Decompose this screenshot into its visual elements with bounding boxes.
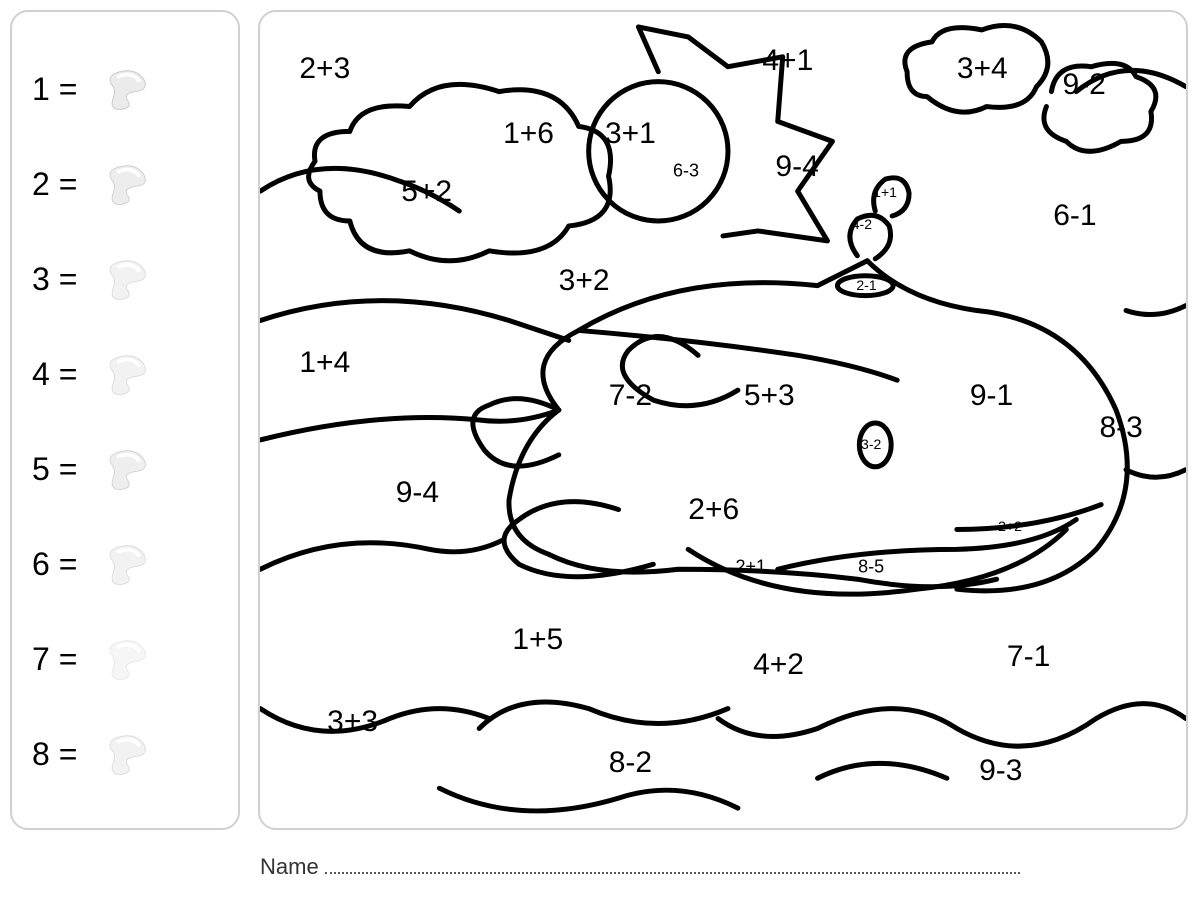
paint-swirl-icon: [102, 632, 157, 687]
math-equation-label: 2-1: [856, 277, 876, 293]
math-equation-label: 1+6: [503, 117, 554, 151]
whale-scene-svg: [260, 12, 1186, 828]
coloring-drawing-panel: 2+3 4+1 3+4 9-2 1+6 3+1 5+2 6-3 9-4 1+14-2 6-1 3+2 2…: [258, 10, 1188, 830]
legend-row: 8 =: [32, 707, 218, 802]
legend-row: 1 =: [32, 42, 218, 137]
math-equation-label: 5+3: [744, 379, 795, 413]
math-equation-label: 2+2: [998, 518, 1022, 534]
math-equation-label: 7-2: [609, 379, 652, 413]
color-legend-panel: 1 = 2 = 3 = 4 = 5 = 6 = 7 = 8 =: [10, 10, 240, 830]
name-dotted-line[interactable]: [325, 872, 1020, 874]
legend-row: 5 =: [32, 422, 218, 517]
math-equation-label: 8-3: [1099, 411, 1142, 445]
paint-swirl-icon: [102, 537, 157, 592]
legend-number: 1 =: [32, 71, 102, 108]
math-equation-label: 2+3: [299, 52, 350, 86]
math-equation-label: 9-1: [970, 379, 1013, 413]
math-equation-label: 1+4: [299, 346, 350, 380]
math-equation-label: 3+3: [327, 705, 378, 739]
math-equation-label: 9-2: [1062, 68, 1105, 102]
math-equation-label: 3+1: [605, 117, 656, 151]
legend-number: 6 =: [32, 546, 102, 583]
math-equation-label: 4+2: [753, 648, 804, 682]
paint-swirl-icon: [102, 347, 157, 402]
math-equation-label: 3+4: [957, 52, 1008, 86]
math-equation-label: 6-3: [673, 161, 699, 182]
math-equation-label: 8-5: [858, 556, 884, 577]
legend-number: 3 =: [32, 261, 102, 298]
paint-swirl-icon: [102, 62, 157, 117]
worksheet-page: 1 = 2 = 3 = 4 = 5 = 6 = 7 = 8 =: [0, 0, 1200, 900]
paint-swirl-icon: [102, 442, 157, 497]
math-equation-label: 7-1: [1007, 640, 1050, 674]
math-equation-label: 2+6: [688, 493, 739, 527]
math-equation-label: 3-2: [861, 436, 881, 452]
paint-swirl-icon: [102, 727, 157, 782]
name-label: Name: [260, 854, 319, 880]
legend-number: 4 =: [32, 356, 102, 393]
math-equation-label: 9-3: [979, 754, 1022, 788]
legend-number: 2 =: [32, 166, 102, 203]
math-equation-label: 8-2: [609, 746, 652, 780]
math-equation-label: 3+2: [559, 264, 610, 298]
legend-number: 8 =: [32, 736, 102, 773]
legend-row: 6 =: [32, 517, 218, 612]
name-field-line: Name: [260, 854, 1020, 880]
legend-row: 3 =: [32, 232, 218, 327]
math-equation-label: 9-4: [396, 476, 439, 510]
legend-number: 5 =: [32, 451, 102, 488]
paint-swirl-icon: [102, 252, 157, 307]
math-equation-label: 1+1: [873, 184, 897, 200]
math-equation-label: 4+1: [762, 44, 813, 78]
math-equation-label: 1+5: [512, 623, 563, 657]
legend-number: 7 =: [32, 641, 102, 678]
math-equation-label: 6-1: [1053, 199, 1096, 233]
legend-row: 2 =: [32, 137, 218, 232]
legend-row: 4 =: [32, 327, 218, 422]
math-equation-label: 4-2: [852, 216, 872, 232]
legend-row: 7 =: [32, 612, 218, 707]
math-equation-label: 9-4: [775, 150, 818, 184]
math-equation-label: 2+1: [735, 556, 766, 577]
math-equation-label: 5+2: [401, 175, 452, 209]
paint-swirl-icon: [102, 157, 157, 212]
